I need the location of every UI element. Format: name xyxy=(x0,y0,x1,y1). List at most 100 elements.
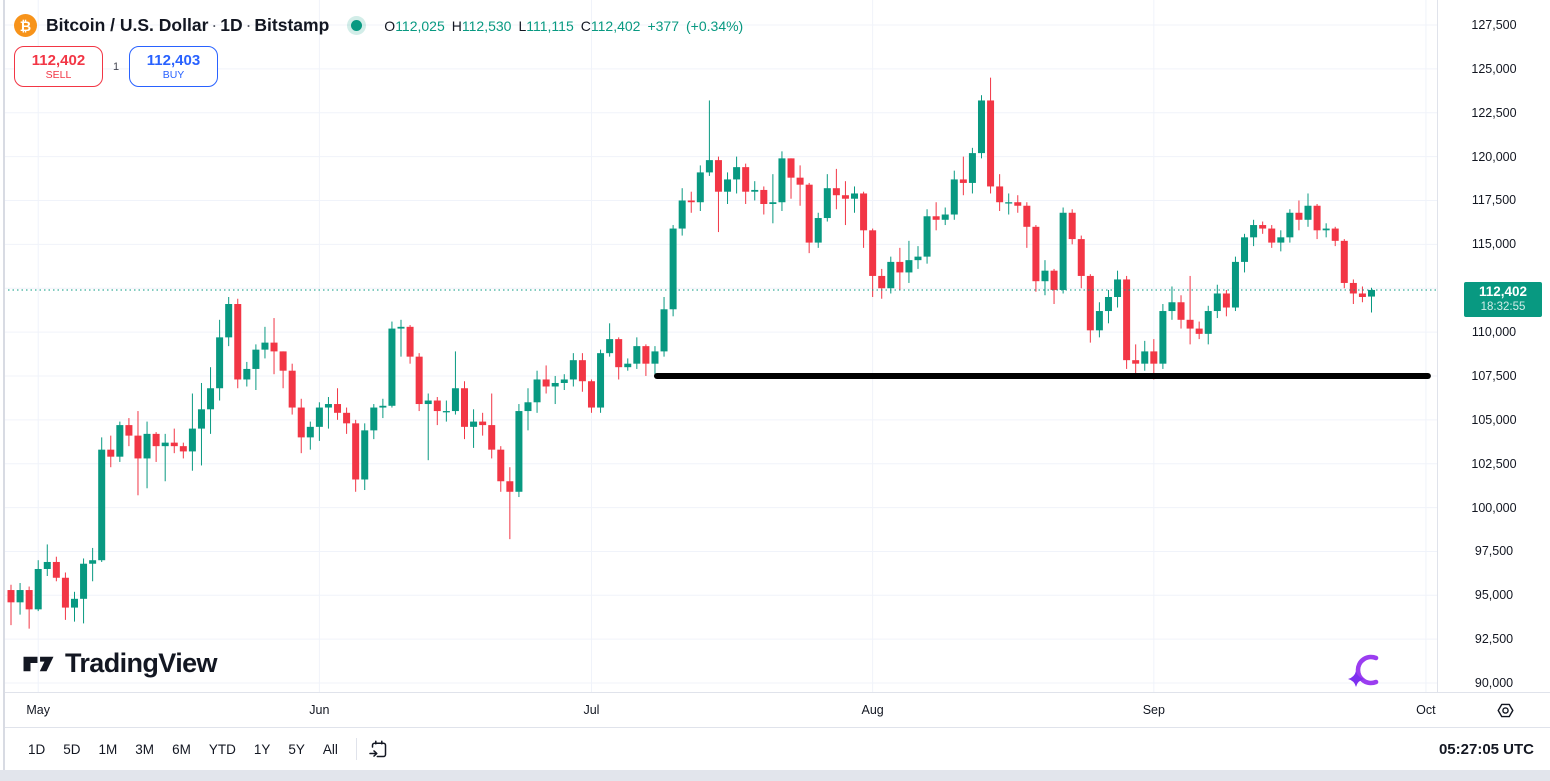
candle xyxy=(587,381,595,408)
axis-settings-gear-icon[interactable] xyxy=(1496,701,1515,725)
candle xyxy=(851,193,859,199)
candle xyxy=(805,184,813,243)
range-button-1d[interactable]: 1D xyxy=(28,741,46,757)
last-price-label[interactable]: 112,402 18:32:55 xyxy=(1464,281,1542,317)
time-axis-label-jul: Jul xyxy=(583,703,600,717)
candle xyxy=(597,353,605,408)
candle xyxy=(724,179,732,192)
candle xyxy=(207,388,215,410)
ai-assistant-icon[interactable] xyxy=(1346,651,1386,698)
candle xyxy=(98,449,106,561)
candle xyxy=(515,411,523,492)
range-selector: 1D 5D 1M 3M 6M YTD 1Y 5Y All xyxy=(19,738,347,761)
calendar-arrow-icon xyxy=(369,740,387,758)
candle xyxy=(823,188,831,219)
candle xyxy=(1331,228,1339,241)
range-button-3m[interactable]: 3M xyxy=(135,741,155,757)
candle xyxy=(170,442,178,447)
candle xyxy=(1132,360,1140,364)
price-tick-92500: 92,500 xyxy=(1474,632,1514,647)
candle xyxy=(569,360,577,380)
candle xyxy=(7,590,15,603)
open-value: 112,025 xyxy=(395,17,445,34)
go-to-date-button[interactable] xyxy=(368,738,390,760)
range-button-1m[interactable]: 1M xyxy=(98,741,118,757)
candle xyxy=(887,261,895,289)
candle xyxy=(361,430,369,480)
candle xyxy=(424,400,432,405)
candle xyxy=(742,167,750,192)
candle xyxy=(551,382,559,387)
candle xyxy=(306,426,314,438)
price-tick-127500: 127,500 xyxy=(1471,18,1517,32)
candle xyxy=(814,218,822,243)
time-axis[interactable]: May Jun Jul Aug Sep Oct xyxy=(0,692,1550,727)
candle xyxy=(379,405,387,408)
time-axis-label-oct: Oct xyxy=(1416,703,1436,717)
range-button-1y[interactable]: 1Y xyxy=(253,741,271,757)
price-tick-115000: 115,000 xyxy=(1471,237,1517,252)
candle xyxy=(415,356,423,405)
candle xyxy=(751,189,759,192)
candle xyxy=(1286,212,1294,238)
range-button-5d[interactable]: 5D xyxy=(63,741,81,757)
candle xyxy=(134,435,142,459)
candle xyxy=(188,428,196,452)
title-separator: · xyxy=(245,15,252,35)
last-price-value: 112,402 xyxy=(1478,283,1528,299)
candle xyxy=(959,179,967,183)
time-axis-label-aug: Aug xyxy=(861,703,884,717)
price-tick-117500: 117,500 xyxy=(1471,193,1517,208)
candle xyxy=(279,351,287,371)
candle xyxy=(987,100,995,187)
range-button-6m[interactable]: 6M xyxy=(172,741,191,757)
candle xyxy=(125,425,133,436)
high-value: 112,530 xyxy=(461,17,512,34)
candle xyxy=(116,425,124,457)
candle xyxy=(1059,212,1067,290)
candle xyxy=(297,407,305,438)
candle xyxy=(461,388,468,427)
candle xyxy=(760,189,768,204)
candle xyxy=(1123,279,1131,361)
symbol-title[interactable]: Bitcoin / U.S. Dollar · 1D · Bitstamp xyxy=(46,15,329,36)
candle xyxy=(787,158,795,178)
candle xyxy=(941,214,949,220)
bottom-scroll-strip[interactable] xyxy=(0,770,1550,781)
candle xyxy=(334,404,342,413)
candle xyxy=(216,337,224,389)
price-tick-102500: 102,500 xyxy=(1471,456,1517,471)
candle xyxy=(1041,270,1049,282)
market-status-dot[interactable] xyxy=(351,20,363,31)
price-axis[interactable]: 112,402 18:32:55 127,500 125,000 122,500 12… xyxy=(1437,0,1550,692)
price-tick-125000: 125,000 xyxy=(1471,61,1517,76)
candle xyxy=(324,404,332,408)
chart-canvas[interactable] xyxy=(0,0,1437,692)
candle xyxy=(1023,205,1031,227)
candle xyxy=(1241,237,1249,262)
bottom-toolbar: 1D 5D 1M 3M 6M YTD 1Y 5Y All 05:27:05 UTC xyxy=(0,727,1550,770)
candle xyxy=(678,200,686,229)
tradingview-logo-icon xyxy=(23,656,54,671)
candle xyxy=(778,158,786,203)
candle xyxy=(696,172,704,203)
spread-value: 1 xyxy=(112,60,120,73)
candle xyxy=(669,228,677,310)
candle xyxy=(1295,212,1303,220)
range-button-5y[interactable]: 5Y xyxy=(288,741,305,757)
close-value: 112,402 xyxy=(590,17,641,34)
buy-label: BUY xyxy=(162,68,185,81)
candle xyxy=(1032,226,1040,282)
candle xyxy=(1005,202,1013,204)
candle xyxy=(733,167,741,180)
candle xyxy=(234,304,242,380)
range-button-ytd[interactable]: YTD xyxy=(208,741,236,757)
sell-button[interactable]: 112,402 SELL xyxy=(14,46,103,87)
candle xyxy=(869,230,877,276)
time-axis-label-may: May xyxy=(26,703,51,717)
candle xyxy=(542,379,550,387)
candle xyxy=(1368,289,1375,297)
range-button-all[interactable]: All xyxy=(322,741,338,757)
buy-button[interactable]: 112,403 BUY xyxy=(129,46,218,87)
